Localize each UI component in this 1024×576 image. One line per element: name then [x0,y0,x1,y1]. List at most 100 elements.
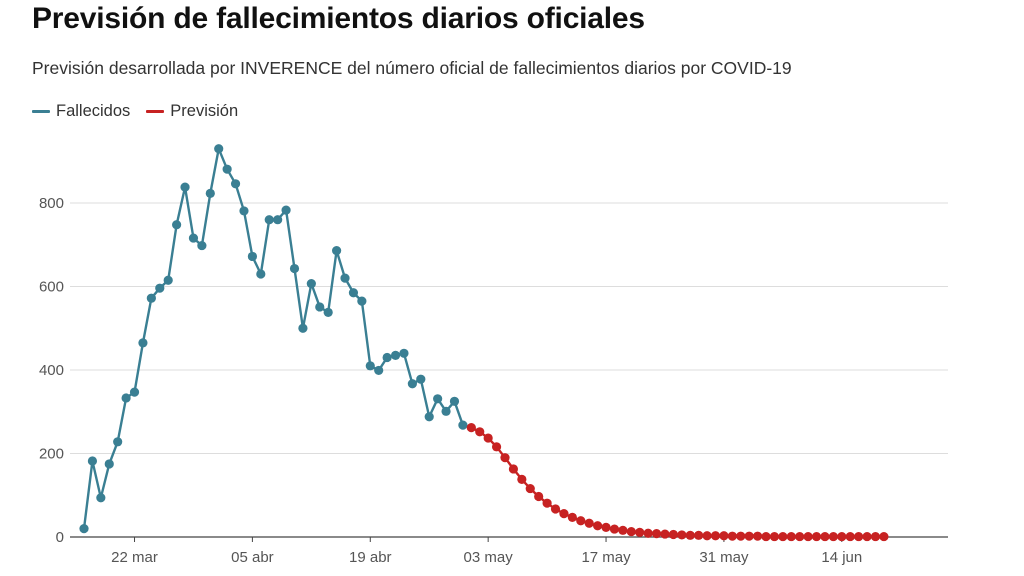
legend-item-prevision: Previsión [146,102,238,121]
data-point-prevision [702,531,712,541]
data-point-fallecidos [188,233,199,243]
data-point-fallecidos [433,394,443,404]
y-tick-label: 400 [39,362,64,379]
data-point-prevision [854,531,864,542]
data-point-prevision [643,528,653,538]
legend: Fallecidos Previsión [32,102,238,121]
data-point-prevision [753,531,763,541]
y-tick-label: 800 [39,195,64,212]
data-point-fallecidos [96,493,106,503]
data-point-prevision [862,531,872,542]
data-point-fallecidos [449,396,460,406]
data-point-fallecidos [113,437,123,447]
data-point-fallecidos [365,361,375,371]
data-point-fallecidos [281,205,291,215]
data-point-prevision [626,526,636,537]
data-point-fallecidos [205,188,215,198]
data-point-fallecidos [382,352,392,363]
x-tick-label: 14 jun [821,549,862,566]
data-point-prevision [593,521,603,531]
data-point-fallecidos [458,420,468,430]
data-point-fallecidos [273,215,283,225]
data-point-fallecidos [104,459,114,469]
data-point-fallecidos [407,379,417,389]
data-point-prevision [870,531,881,542]
data-point-fallecidos [214,144,224,154]
data-point-fallecidos [399,348,409,358]
data-point-prevision [828,531,838,542]
data-point-fallecidos [121,393,131,403]
data-point-fallecidos [163,275,173,285]
data-point-prevision [550,504,561,514]
legend-swatch-prevision [146,110,165,113]
data-point-fallecidos [289,263,300,274]
data-point-fallecidos [298,323,308,333]
data-point-prevision [660,529,670,539]
data-point-fallecidos [390,350,401,360]
data-point-fallecidos [247,251,257,262]
data-point-prevision [803,531,813,542]
data-point-fallecidos [315,302,325,312]
data-point-fallecidos [155,283,165,293]
data-point-prevision [668,529,679,540]
data-point-prevision [609,524,620,534]
data-point-fallecidos [323,307,333,317]
data-point-prevision [534,491,544,502]
data-point-fallecidos [441,406,451,416]
x-tick-label: 05 abr [231,549,274,566]
data-point-fallecidos [340,273,350,283]
data-point-fallecidos [424,412,434,422]
series-line-fallecidos [82,147,465,529]
y-tick-label: 0 [56,529,64,546]
data-point-prevision [837,531,847,542]
series-line-prevision [470,426,884,538]
data-point-prevision [483,433,493,443]
data-point-prevision [778,531,788,542]
data-point-prevision [879,531,889,542]
data-point-fallecidos [416,374,426,384]
data-point-prevision [811,531,822,542]
legend-label-fallecidos: Fallecidos [56,102,131,120]
x-tick-label: 19 abr [349,549,392,566]
data-point-fallecidos [239,206,249,216]
data-point-prevision [635,527,645,538]
data-point-prevision [685,530,695,540]
data-point-fallecidos [197,240,207,251]
data-point-prevision [601,522,611,532]
data-point-prevision [618,525,628,535]
data-point-fallecidos [79,524,89,534]
data-point-prevision [795,531,805,542]
data-point-prevision [508,464,519,474]
data-point-prevision [475,427,485,437]
data-point-prevision [727,531,737,541]
data-point-prevision [677,530,687,540]
data-point-prevision [719,531,729,541]
data-point-fallecidos [146,293,156,303]
data-point-prevision [525,483,535,494]
data-point-prevision [584,518,594,528]
data-point-prevision [651,529,662,539]
data-point-fallecidos [87,456,98,466]
data-point-fallecidos [256,269,266,279]
data-point-prevision [466,423,476,433]
x-tick-label: 17 may [581,549,631,566]
data-point-prevision [744,531,754,541]
data-point-prevision [761,531,771,542]
data-point-fallecidos [172,220,182,230]
data-point-prevision [769,531,780,542]
data-point-prevision [845,531,855,542]
chart-title: Previsión de fallecimientos diarios ofic… [32,2,645,35]
x-tick-label: 22 mar [111,549,158,566]
data-point-fallecidos [374,365,384,376]
x-tick-label: 31 may [699,549,749,566]
legend-label-prevision: Previsión [170,102,239,120]
data-point-prevision [517,474,527,484]
data-point-fallecidos [348,288,359,298]
data-point-fallecidos [230,179,241,189]
data-point-prevision [542,498,552,508]
data-point-fallecidos [264,215,274,225]
data-point-fallecidos [222,164,232,174]
legend-swatch-fallecidos [32,110,50,113]
y-tick-label: 200 [39,446,64,463]
